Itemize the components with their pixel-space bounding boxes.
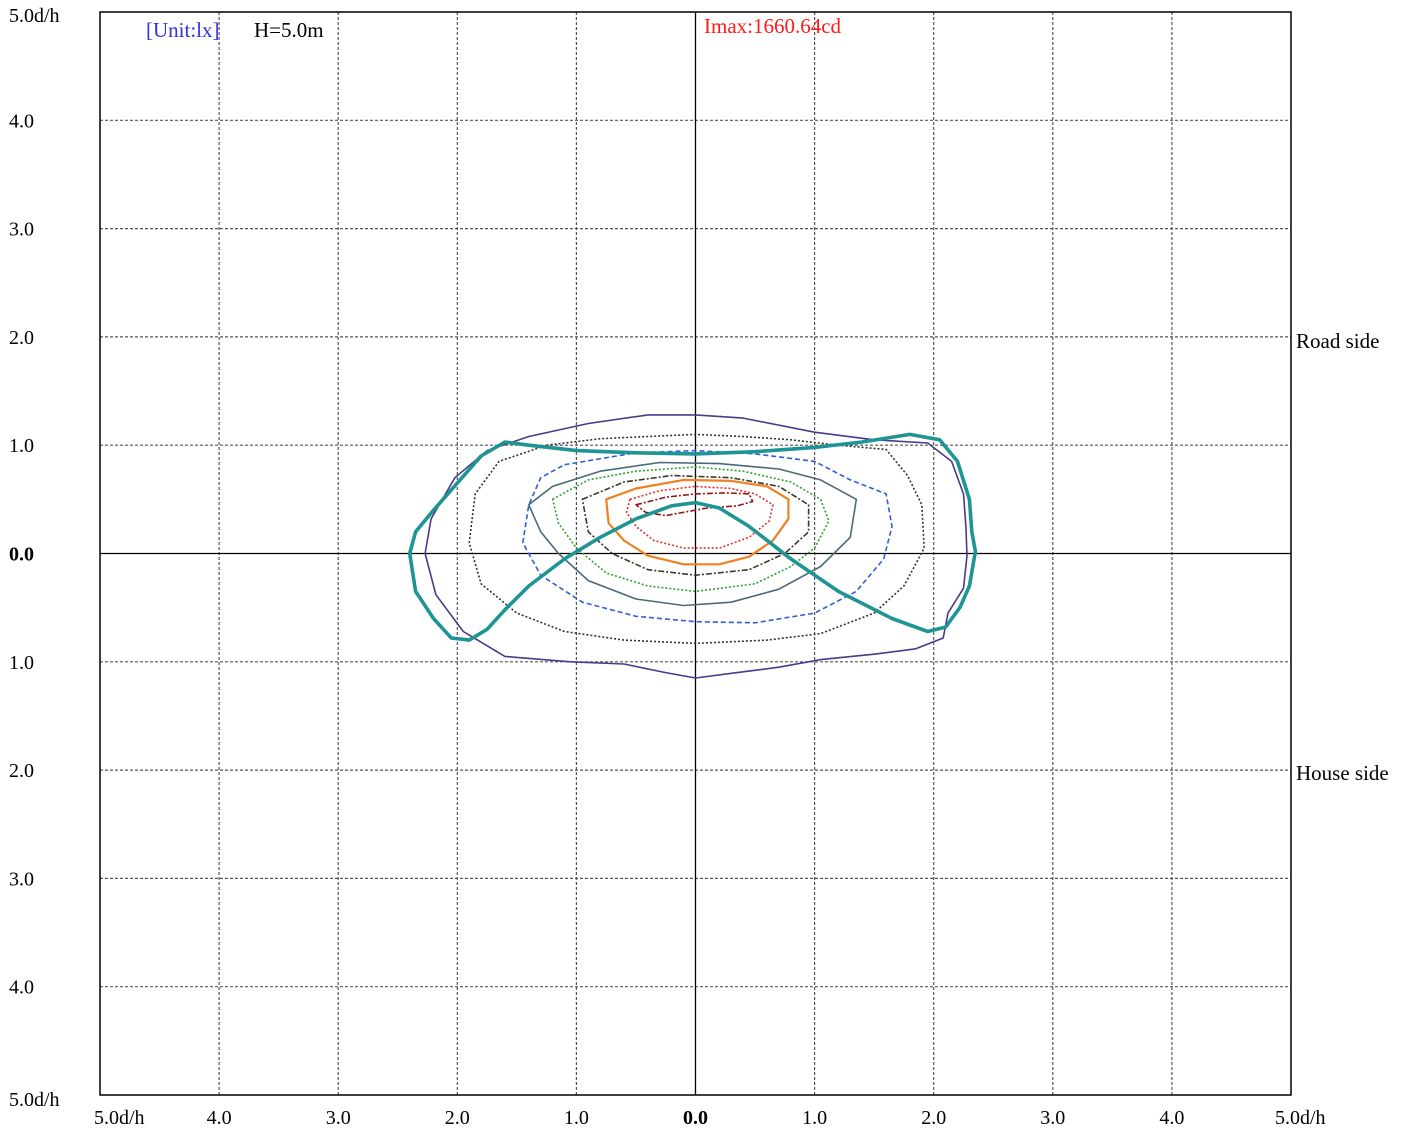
y-tick-label: 3.0: [9, 219, 34, 241]
contour-lines: [407, 414, 978, 679]
height-label: H=5.0m: [254, 18, 324, 42]
isolux-contour-3: [522, 449, 893, 624]
x-tick-label: 5.0d/h: [94, 1107, 145, 1129]
y-tick-label: 5.0d/h: [9, 1089, 60, 1111]
axes: [99, 11, 1292, 1096]
x-tick-label: 4.0: [207, 1107, 232, 1129]
y-tick-label: 4.0: [9, 110, 34, 132]
x-tick-label: 3.0: [1040, 1107, 1065, 1129]
isolux-contour-6: [581, 474, 810, 576]
isolux-contour-1: [424, 414, 968, 679]
x-tick-label: 2.0: [921, 1107, 946, 1129]
x-tick-label: 1.0: [802, 1107, 827, 1129]
x-tick-label: 3.0: [326, 1107, 351, 1129]
x-tick-label: 4.0: [1159, 1107, 1184, 1129]
road-side-label: Road side: [1296, 329, 1379, 353]
y-tick-label: 3.0: [9, 868, 34, 890]
labels: [Unit:lx] H=5.0m Imax:1660.64cd Road sid…: [9, 5, 1389, 1129]
y-tick-label: 2.0: [9, 327, 34, 349]
isolux-contour-8: [625, 485, 774, 549]
unit-label: [Unit:lx]: [146, 18, 220, 42]
x-tick-label: 5.0d/h: [1275, 1107, 1326, 1129]
teal-intensity-curve-1: [407, 432, 978, 642]
isolux-contour-5: [551, 466, 830, 593]
isolux-contour-4: [528, 461, 858, 607]
isolux-contour-2: [468, 433, 925, 645]
y-tick-label: 0.0: [9, 544, 34, 566]
x-tick-label: 0.0: [683, 1107, 708, 1129]
x-tick-label: 1.0: [564, 1107, 589, 1129]
y-tick-label: 4.0: [9, 977, 34, 999]
y-tick-label: 2.0: [9, 760, 34, 782]
y-tick-label: 1.0: [9, 435, 34, 457]
imax-label: Imax:1660.64cd: [704, 14, 842, 38]
y-tick-label: 5.0d/h: [9, 5, 60, 27]
x-tick-label: 2.0: [445, 1107, 470, 1129]
house-side-label: House side: [1296, 761, 1389, 785]
y-tick-label: 1.0: [9, 652, 34, 674]
isolux-contour-7: [605, 478, 790, 566]
